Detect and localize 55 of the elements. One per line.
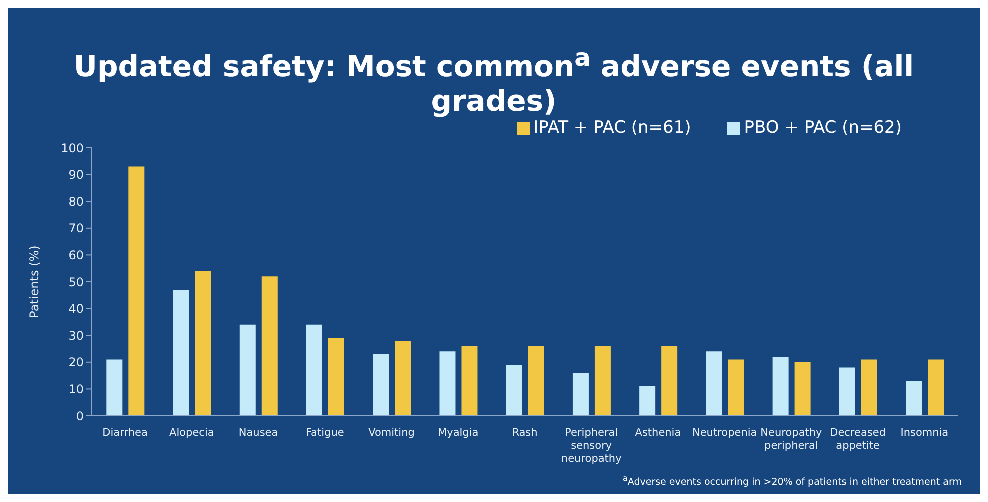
y-tick-label: 100	[61, 141, 84, 156]
x-tick-label: Asthenia	[635, 427, 682, 439]
bar	[195, 271, 212, 416]
x-tick-label: Peripheral sensory neuropathy	[561, 427, 622, 465]
y-tick-label: 10	[68, 382, 84, 396]
bar	[106, 360, 123, 416]
x-tick-label: Diarrhea	[102, 427, 148, 439]
y-tick-label: 50	[68, 275, 84, 290]
bar	[262, 276, 278, 416]
x-tick-label: Alopecia	[170, 427, 214, 439]
x-tick-label: Decreased appetite	[830, 427, 886, 452]
y-tick-label: 70	[68, 222, 84, 236]
bar	[794, 362, 811, 416]
bar	[306, 324, 322, 416]
x-tick-label: Rash	[512, 427, 538, 439]
bar	[839, 368, 856, 416]
bar	[462, 346, 478, 416]
y-tick-label: 30	[68, 328, 84, 343]
bar	[395, 340, 412, 416]
bar	[706, 352, 722, 416]
x-tick-label: Neuropathy peripheral	[760, 427, 822, 452]
x-tick-label: Nausea	[238, 427, 278, 439]
bar	[572, 373, 589, 416]
bar	[528, 346, 544, 416]
bar	[640, 386, 656, 416]
x-tick-label: Insomnia	[900, 427, 949, 439]
bar	[772, 357, 789, 416]
legend-label: PBO + PAC (n=62)	[744, 118, 902, 138]
y-tick-label: 80	[68, 194, 84, 209]
y-axis-title: Patients (%)	[27, 246, 42, 318]
bar	[373, 354, 390, 416]
bar	[328, 338, 344, 416]
legend-label: IPAT + PAC (n=61)	[534, 118, 692, 138]
bar	[594, 346, 611, 416]
bar	[128, 166, 145, 416]
bar	[861, 360, 878, 416]
bar	[173, 290, 190, 416]
x-tick-label: Fatigue	[306, 427, 344, 439]
y-tick-label: 20	[68, 356, 84, 370]
bar	[440, 352, 456, 416]
bar	[728, 360, 744, 416]
x-tick-label: Vomiting	[368, 427, 415, 439]
bar	[662, 346, 678, 416]
y-tick-label: 60	[68, 248, 84, 262]
y-tick-label: 90	[68, 168, 84, 182]
x-tick-label: Myalgia	[438, 427, 479, 439]
y-tick-label: 0	[76, 409, 84, 424]
text: $^{a}$Adverse events occurring in >20% of patients in either treatment arm	[623, 474, 962, 488]
bar	[240, 324, 256, 416]
chart-title: Updated safety: Most common$^{a}$ adverse events (all grades)	[74, 44, 914, 118]
bar	[928, 360, 944, 416]
y-tick-label: 40	[68, 302, 84, 316]
x-tick-label: Neutropenia	[692, 427, 758, 439]
bar	[506, 365, 522, 416]
bar	[906, 381, 922, 416]
